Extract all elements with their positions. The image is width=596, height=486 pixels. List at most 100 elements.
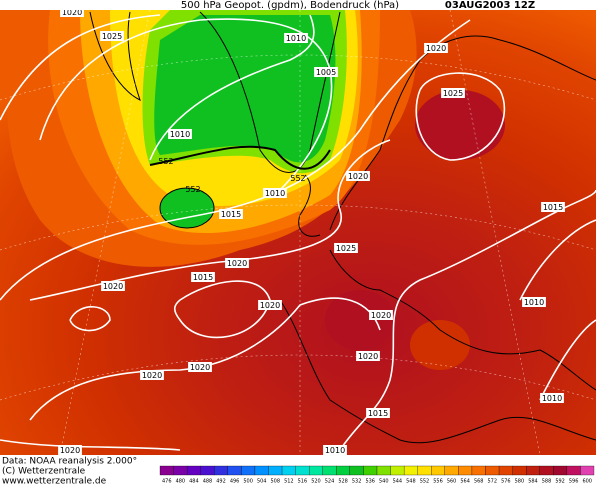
footer-source: Data: NOAA reanalysis 2.000° bbox=[2, 457, 137, 467]
colorbar-swatch bbox=[417, 465, 432, 476]
colorbar-tick-label: 528 bbox=[338, 479, 348, 485]
isobar-label: 1010 bbox=[325, 446, 345, 455]
graticule bbox=[0, 10, 596, 455]
colorbar-tick-label: 524 bbox=[325, 479, 335, 485]
label-bg bbox=[369, 310, 393, 320]
colorbar-swatch bbox=[526, 465, 540, 476]
colorbar-tick-label: 588 bbox=[542, 479, 552, 485]
map-title: 500 hPa Geopot. (gpdm), Bodendruck (hPa) bbox=[181, 0, 399, 11]
colorbar-swatch bbox=[363, 465, 378, 476]
isobar-label: 1010 bbox=[524, 298, 544, 307]
colorbar-tick-label: 508 bbox=[271, 479, 281, 485]
colorbar-tick-label: 552 bbox=[420, 479, 430, 485]
colorbar-tick-label: 568 bbox=[474, 479, 484, 485]
isobar-label: 1020 bbox=[103, 282, 123, 291]
footer-url: www.wetterzentrale.de bbox=[2, 477, 107, 486]
isobar-label: 1015 bbox=[221, 210, 241, 219]
field-band bbox=[410, 320, 470, 370]
isobar-label: 1010 bbox=[265, 189, 285, 198]
label-bg bbox=[100, 31, 124, 41]
colorbar-swatch bbox=[485, 465, 500, 476]
isobar-label: 1005 bbox=[316, 68, 336, 77]
colorbar-tick-label: 584 bbox=[528, 479, 538, 485]
isobar-label: 1025 bbox=[443, 89, 463, 98]
colorbar-tick-label: 572 bbox=[488, 479, 498, 485]
colorbar-tick-label: 544 bbox=[393, 479, 403, 485]
colorbar-swatch bbox=[241, 465, 256, 476]
isobar-label: 1020 bbox=[142, 371, 162, 380]
colorbar-swatch bbox=[498, 465, 513, 476]
colorbar-swatch bbox=[444, 465, 459, 476]
isobar-label: 552 bbox=[158, 157, 173, 166]
isobar-label: 1010 bbox=[542, 394, 562, 403]
label-bg bbox=[346, 171, 370, 181]
isobar-label: 1015 bbox=[543, 203, 563, 212]
isobar-labels: 1020 1025 1010 1020 1005 1025 1010 552 552 1020 55… bbox=[58, 10, 565, 455]
label-bg bbox=[284, 33, 308, 43]
label-bg bbox=[219, 209, 243, 219]
colorbar-tick-label: 512 bbox=[284, 479, 294, 485]
label-bg bbox=[58, 445, 82, 455]
colorbar-tick-label: 516 bbox=[298, 479, 308, 485]
colorbar-tick-label: 560 bbox=[447, 479, 457, 485]
colorbar-tick-label: 492 bbox=[216, 479, 226, 485]
colorbar-swatch bbox=[159, 465, 174, 476]
colorbar-swatch bbox=[390, 465, 405, 476]
colorbar-tick-label: 548 bbox=[406, 479, 416, 485]
field-band bbox=[415, 90, 505, 160]
colorbar-swatch bbox=[200, 465, 215, 476]
colorbar-tick-label: 536 bbox=[365, 479, 375, 485]
isobar-label: 1020 bbox=[371, 311, 391, 320]
isobar-label: 552 bbox=[185, 185, 200, 194]
label-bg bbox=[441, 88, 465, 98]
isobar-label: 1015 bbox=[368, 409, 388, 418]
isobar-label: 1020 bbox=[260, 301, 280, 310]
colorbar-tick-label: 484 bbox=[189, 479, 199, 485]
colorbar-swatch bbox=[186, 465, 201, 476]
colorbar-swatch bbox=[431, 465, 445, 476]
colorbar-swatch bbox=[553, 465, 568, 476]
isobar-label: 1020 bbox=[60, 446, 80, 455]
colorbar-tick-label: 576 bbox=[501, 479, 511, 485]
label-bg bbox=[366, 408, 390, 418]
colorbar-tick-label: 480 bbox=[176, 479, 186, 485]
colorbar-tick-label: 488 bbox=[203, 479, 213, 485]
colorbar: 476 480 484 488 492 496 500 504 508 512 516 520 524 5… bbox=[159, 465, 595, 485]
colorbar-tick-label: 476 bbox=[162, 479, 172, 485]
colorbar-tick-label: 520 bbox=[311, 479, 321, 485]
isobar-label: 1020 bbox=[348, 172, 368, 181]
colorbar-swatch bbox=[566, 465, 581, 476]
label-bg bbox=[225, 258, 249, 268]
isobar-label: 1020 bbox=[227, 259, 247, 268]
label-bg bbox=[140, 370, 164, 380]
colorbar-swatch bbox=[336, 465, 351, 476]
label-bg bbox=[168, 129, 192, 139]
label-bg bbox=[60, 10, 84, 17]
isobar-label: 1015 bbox=[193, 273, 213, 282]
label-bg bbox=[258, 300, 282, 310]
isobar-label: 1010 bbox=[170, 130, 190, 139]
label-bg bbox=[101, 281, 125, 291]
colorbar-tick-label: 564 bbox=[460, 479, 470, 485]
geopotential-552 bbox=[149, 145, 331, 170]
field-band bbox=[159, 187, 215, 229]
colorbar-swatch bbox=[309, 465, 323, 476]
isobar-label: 1025 bbox=[102, 32, 122, 41]
colorbar-swatch bbox=[376, 465, 391, 476]
colorbar-tick-label: 504 bbox=[257, 479, 267, 485]
colorbar-tick-label: 496 bbox=[230, 479, 240, 485]
label-bg bbox=[356, 351, 380, 361]
colorbar-tick-label: 500 bbox=[243, 479, 253, 485]
colorbar-swatch bbox=[539, 465, 554, 476]
colorbar-swatch bbox=[227, 465, 242, 476]
footer-copyright: (C) Wetterzentrale bbox=[2, 467, 86, 477]
label-bg bbox=[323, 445, 347, 455]
isobar-label: 1025 bbox=[336, 244, 356, 253]
colorbar-swatch bbox=[458, 465, 473, 476]
colorbar-swatch bbox=[349, 465, 364, 476]
label-bg bbox=[522, 297, 546, 307]
field-band bbox=[325, 290, 395, 350]
colorbar-swatch bbox=[471, 465, 486, 476]
label-bg bbox=[541, 202, 565, 212]
